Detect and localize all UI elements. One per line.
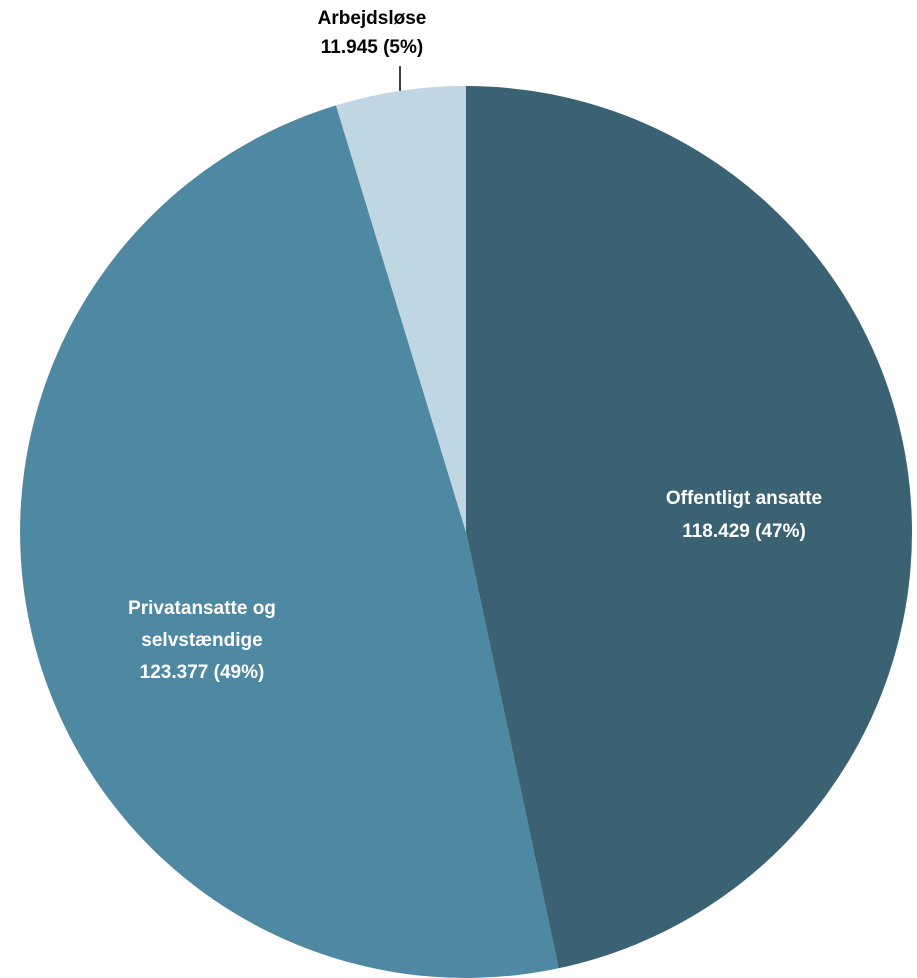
pie-slice-privatansatte-og-selvstaendige (20, 105, 559, 978)
slice-name-label: Arbejdsløse (318, 8, 427, 29)
slice-label-arbejdsloese: Arbejdsløse 11.945 (5%) (318, 8, 427, 58)
slice-name-label: selvstændige (141, 630, 262, 651)
slice-value-label: 118.429 (47%) (682, 521, 806, 542)
slice-label-privatansatte-og-selvstaendige: Privatansatte og selvstændige 123.377 (49%… (128, 598, 276, 683)
pie-labels: Offentligt ansatte 118.429 (47%) Privatans… (128, 8, 822, 683)
slice-value-label: 123.377 (49%) (140, 662, 265, 683)
pie-slice-offentligt-ansatte (466, 86, 912, 969)
slice-name-label: Offentligt ansatte (666, 488, 822, 509)
slice-value-label: 11.945 (5%) (321, 37, 423, 58)
slice-label-offentligt-ansatte: Offentligt ansatte 118.429 (47%) (666, 488, 822, 542)
pie-slice-arbejdsloese (336, 86, 466, 532)
slice-name-label: Privatansatte og (128, 598, 276, 619)
pie-slices (20, 86, 912, 978)
